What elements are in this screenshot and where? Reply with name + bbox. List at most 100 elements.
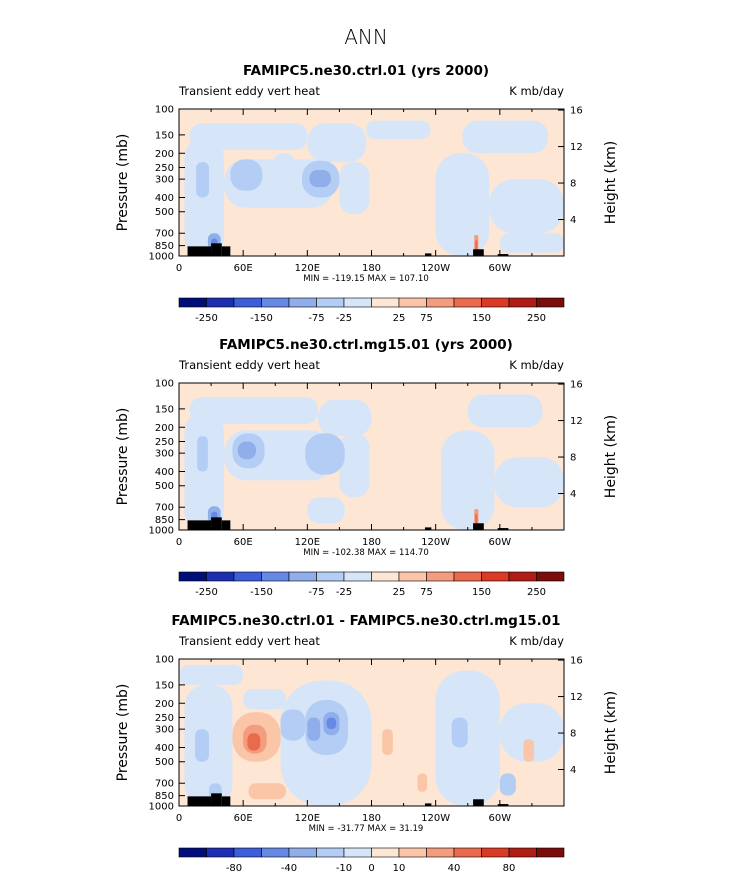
panel-title: FAMIPC5.ne30.ctrl.01 (yrs 2000) (243, 63, 489, 79)
contour-region (280, 709, 306, 741)
colorbar-box (398, 847, 427, 858)
contour-region (499, 703, 564, 762)
contour-region (189, 123, 308, 150)
y-tick-label: 250 (155, 437, 174, 448)
x-tick-label: 120W (421, 263, 450, 274)
contour-region (318, 399, 372, 437)
y2-tick-label: 4 (570, 765, 576, 776)
colorbar-tick-label: 250 (527, 587, 546, 598)
colorbar-box (536, 847, 565, 858)
y-tick-label: 700 (155, 779, 174, 790)
colorbar-tick-label: -40 (281, 863, 297, 874)
topography (187, 246, 212, 256)
right-label: K mb/day (509, 358, 564, 372)
colorbar-box (178, 847, 207, 858)
colorbar-tick-label: 0 (368, 863, 374, 874)
colorbar-box (178, 297, 207, 308)
y-tick-label: 1000 (149, 526, 174, 537)
min-max-stats: MIN = -31.77 MAX = 31.19 (309, 824, 424, 834)
colorbar-tick-label: -250 (195, 587, 218, 598)
x-tick-label: 0 (176, 813, 182, 824)
x-tick-label: 60W (489, 537, 512, 548)
colorbar-tick-label: 75 (420, 587, 433, 598)
colorbar-tick-label: 25 (393, 587, 406, 598)
colorbar-box (453, 571, 482, 582)
x-tick-label: 120E (295, 537, 320, 548)
colorbar-box (288, 571, 317, 582)
contour-region (417, 773, 428, 792)
y2-tick-label: 4 (570, 489, 576, 500)
y-tick-label: 300 (155, 175, 174, 186)
x-tick-label: 180 (362, 813, 381, 824)
contour-region (307, 497, 345, 524)
colorbar-box (371, 297, 400, 308)
contour-region (499, 233, 564, 253)
x-tick-label: 60E (234, 813, 253, 824)
min-max-stats: MIN = -119.15 MAX = 107.10 (303, 274, 428, 284)
colorbar-tick-label: 150 (472, 313, 491, 324)
contour-region (435, 153, 490, 256)
y-tick-label: 850 (155, 791, 174, 802)
y2-axis-label: Height (km) (603, 141, 619, 224)
y-tick-label: 400 (155, 193, 174, 204)
colorbar-tick-label: 25 (393, 313, 406, 324)
contour-region (475, 514, 478, 524)
panel-3: FAMIPC5.ne30.ctrl.01 - FAMIPC5.ne30.ctrl… (115, 613, 619, 874)
colorbar-box (508, 297, 537, 308)
y-tick-label: 400 (155, 743, 174, 754)
x-tick-label: 0 (176, 263, 182, 274)
plot-area (179, 109, 564, 256)
contour-region (237, 441, 256, 460)
contour-region (248, 783, 286, 800)
panel-title: FAMIPC5.ne30.ctrl.mg15.01 (yrs 2000) (219, 337, 513, 353)
colorbar-tick-label: -75 (308, 313, 324, 324)
colorbar-box (536, 571, 565, 582)
contour-region (499, 773, 516, 796)
y2-tick-label: 8 (570, 179, 576, 190)
colorbar-box (261, 847, 290, 858)
colorbar-box (206, 297, 235, 308)
topography (187, 796, 212, 806)
colorbar-tick-label: -75 (308, 587, 324, 598)
y-tick-label: 200 (155, 699, 174, 710)
topography (187, 520, 212, 530)
contour-region (230, 159, 263, 191)
colorbar-box (233, 571, 262, 582)
plot-area (179, 659, 564, 806)
y-tick-label: 300 (155, 725, 174, 736)
x-tick-label: 0 (176, 537, 182, 548)
colorbar-box (316, 571, 345, 582)
contour-region (189, 397, 319, 424)
colorbar-tick-label: 40 (448, 863, 461, 874)
colorbar-box (398, 571, 427, 582)
colorbar-box (508, 571, 537, 582)
x-tick-label: 60E (234, 537, 253, 548)
colorbar-box (371, 847, 400, 858)
colorbar-box (371, 571, 400, 582)
colorbar-tick-label: -150 (250, 587, 273, 598)
y-tick-label: 1000 (149, 802, 174, 813)
colorbar-tick-label: -10 (336, 863, 352, 874)
x-tick-label: 60E (234, 263, 253, 274)
colorbar-box (426, 847, 455, 858)
x-tick-label: 60W (489, 813, 512, 824)
y-tick-label: 700 (155, 503, 174, 514)
y-tick-label: 150 (155, 404, 174, 415)
y-tick-label: 850 (155, 515, 174, 526)
contour-region (179, 665, 244, 685)
y-tick-label: 100 (155, 105, 174, 116)
colorbar-box (261, 571, 290, 582)
left-label: Transient eddy vert heat (178, 358, 320, 372)
colorbar-tick-label: 75 (420, 313, 433, 324)
colorbar-box (261, 297, 290, 308)
figure-suptitle: ANN (344, 25, 388, 49)
colorbar-box (536, 297, 565, 308)
colorbar-box (426, 571, 455, 582)
contour-region (475, 240, 478, 250)
contour-region (523, 738, 535, 762)
contour-region (307, 717, 321, 741)
colorbar-box (481, 297, 510, 308)
colorbar-box (481, 571, 510, 582)
colorbar-tick-label: 250 (527, 313, 546, 324)
